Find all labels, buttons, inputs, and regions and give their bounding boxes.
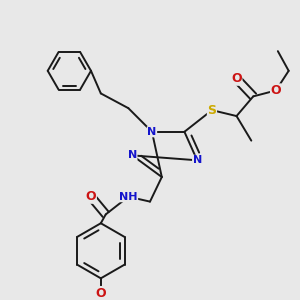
Text: N: N [193, 155, 202, 165]
Text: S: S [208, 103, 217, 117]
Text: O: O [231, 72, 242, 85]
Text: N: N [128, 150, 137, 161]
Text: NH: NH [119, 192, 138, 202]
Text: O: O [95, 286, 106, 300]
Text: N: N [147, 127, 157, 137]
Text: O: O [86, 190, 96, 203]
Text: O: O [271, 84, 281, 97]
